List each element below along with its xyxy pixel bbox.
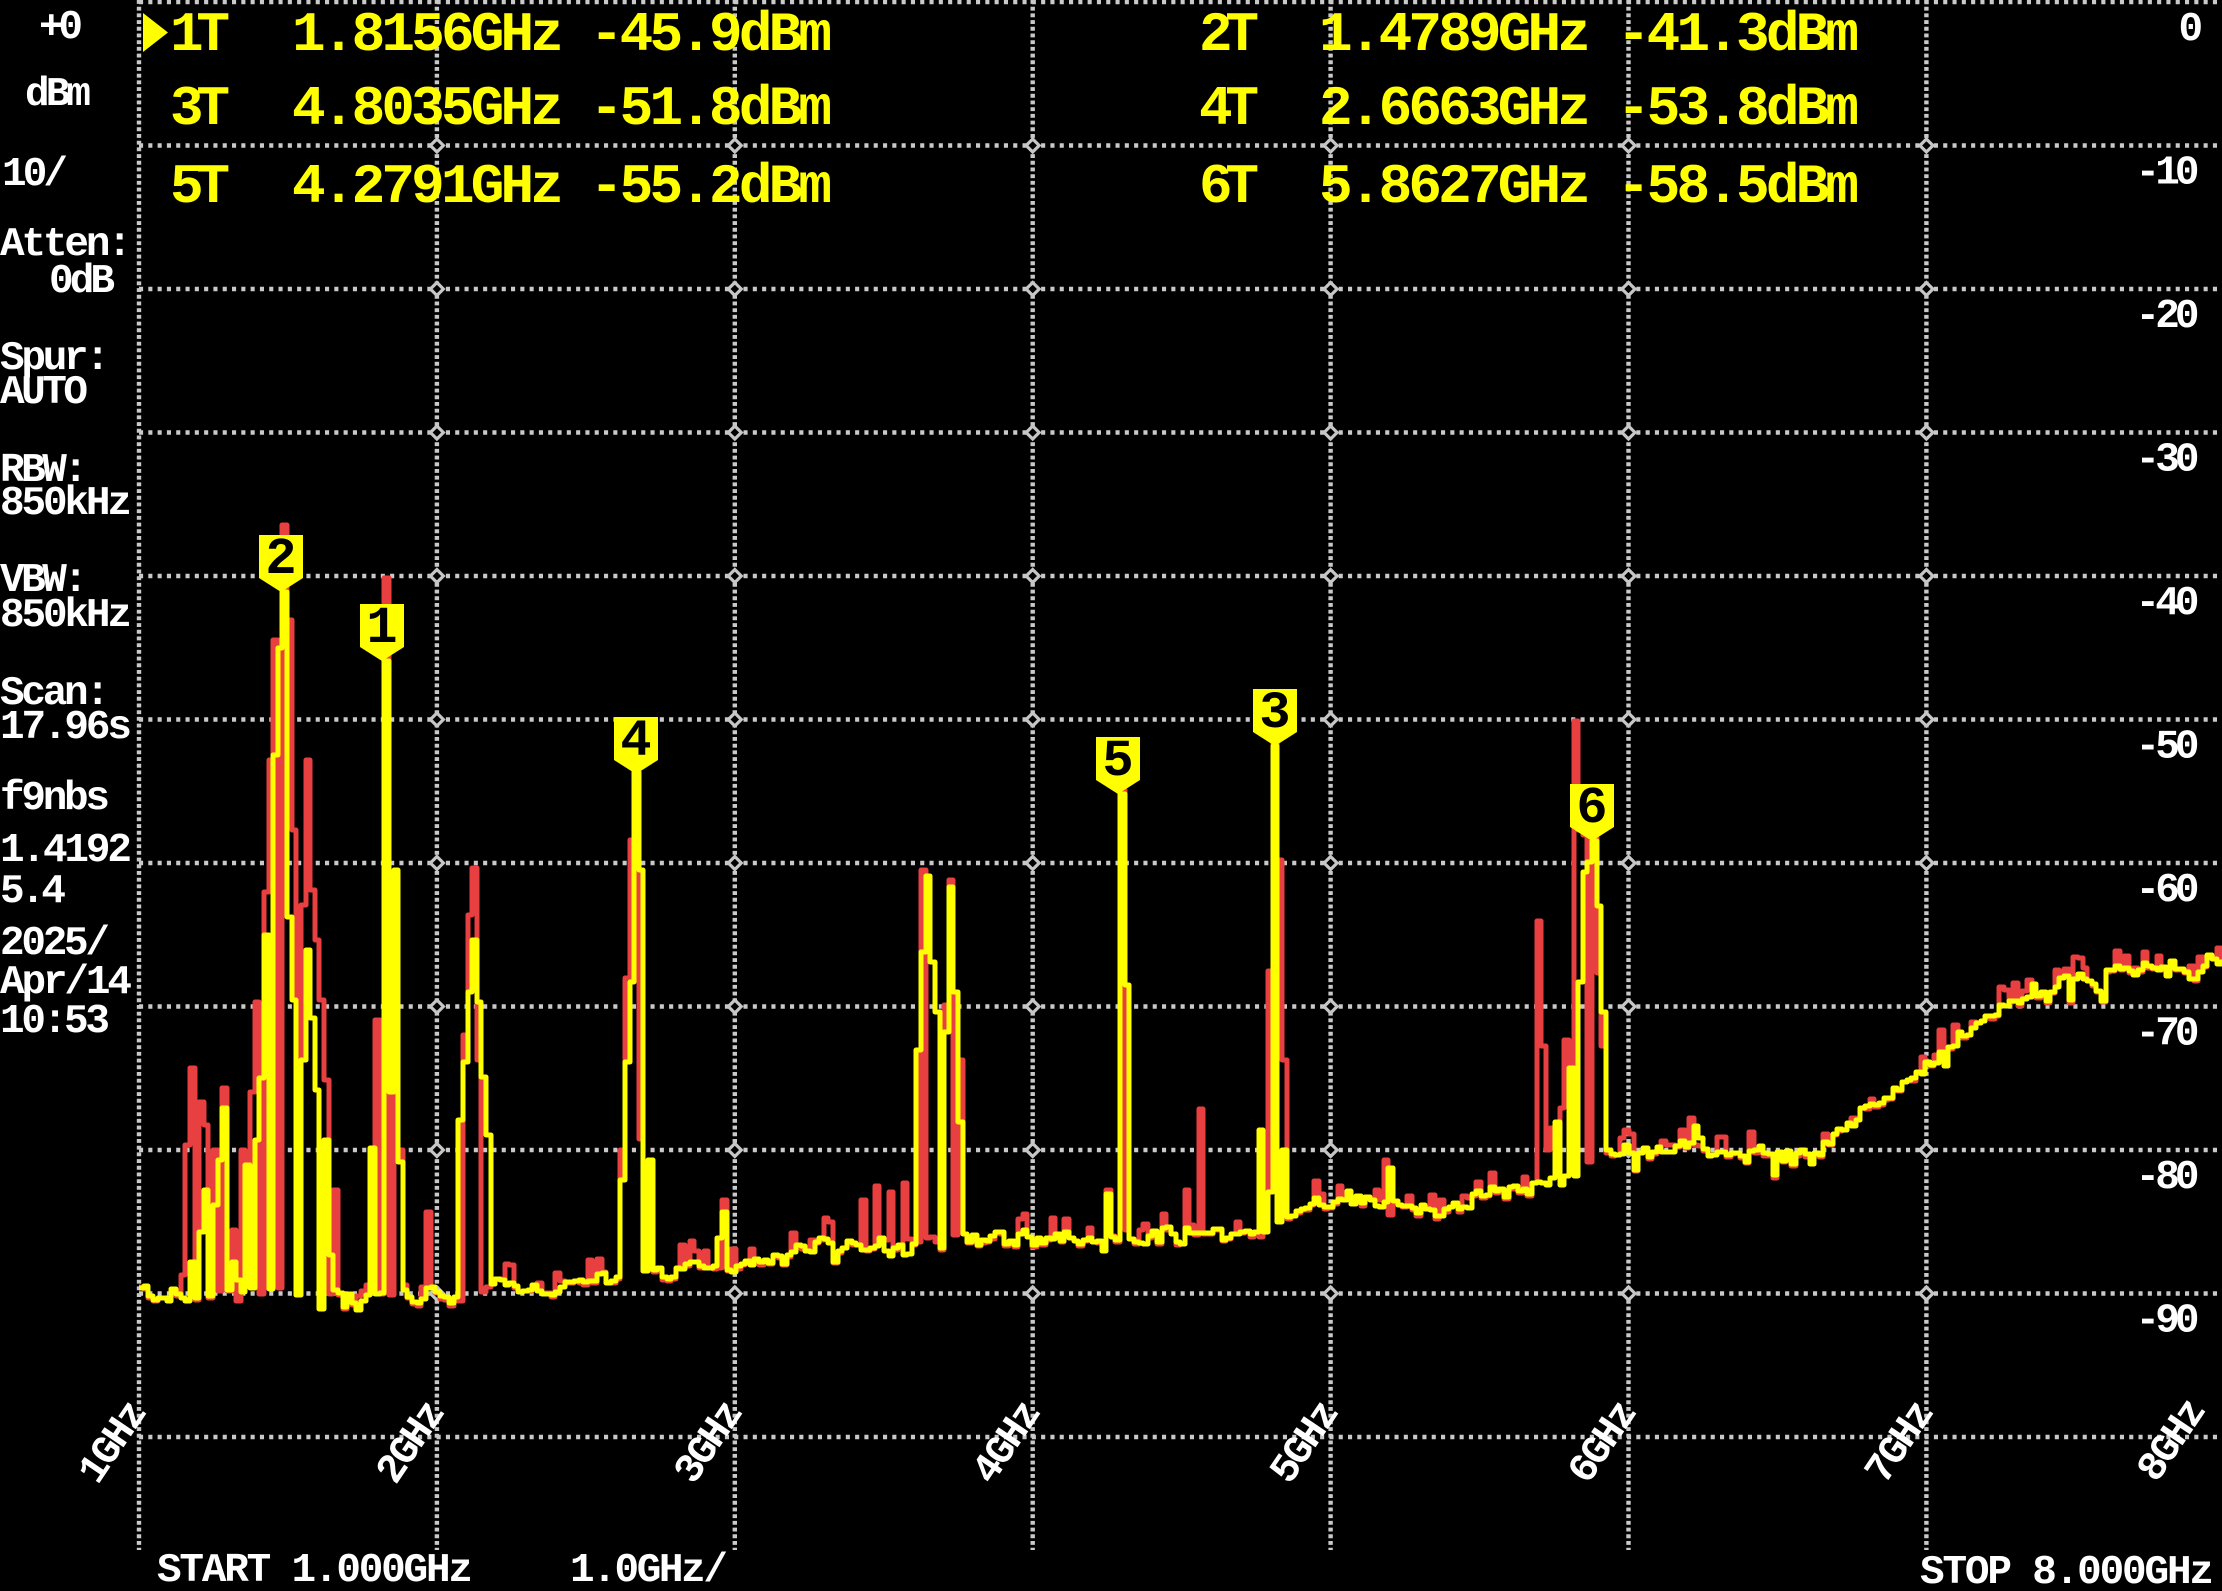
svg-text:1.4789GHz -41.3dBm: 1.4789GHz -41.3dBm: [1319, 3, 1859, 67]
svg-text:-80: -80: [2136, 1155, 2200, 1201]
svg-text:4: 4: [620, 712, 651, 771]
svg-text:5T: 5T: [170, 155, 230, 219]
svg-text:4.8035GHz -51.8dBm: 4.8035GHz -51.8dBm: [292, 77, 832, 141]
svg-text:5: 5: [1102, 732, 1133, 791]
svg-text:1.8156GHz -45.9dBm: 1.8156GHz -45.9dBm: [292, 3, 832, 67]
svg-text:Atten:: Atten:: [0, 222, 132, 268]
svg-text:-60: -60: [2136, 868, 2200, 914]
svg-text:Scan:: Scan:: [0, 671, 110, 717]
svg-text:5.8627GHz -58.5dBm: 5.8627GHz -58.5dBm: [1319, 155, 1859, 219]
svg-text:Spur:: Spur:: [0, 336, 110, 382]
svg-text:f9nbs: f9nbs: [0, 776, 110, 822]
svg-text:0dB: 0dB: [49, 259, 115, 305]
svg-text:5.4: 5.4: [0, 869, 66, 915]
svg-text:-70: -70: [2136, 1012, 2200, 1058]
svg-text:START 1.000GHz: START 1.000GHz: [157, 1548, 473, 1591]
svg-text:2.6663GHz -53.8dBm: 2.6663GHz -53.8dBm: [1319, 77, 1859, 141]
svg-text:-90: -90: [2136, 1299, 2200, 1345]
svg-text:VBW:: VBW:: [0, 558, 88, 604]
svg-text:STOP 8.000GHz: STOP 8.000GHz: [1920, 1550, 2214, 1591]
svg-text:6: 6: [1576, 779, 1607, 838]
svg-text:-10: -10: [2136, 151, 2200, 197]
svg-text:2T: 2T: [1199, 3, 1259, 67]
svg-text:3T: 3T: [170, 77, 230, 141]
svg-text:3: 3: [1259, 684, 1290, 743]
svg-text:6T: 6T: [1199, 155, 1259, 219]
svg-text:4.2791GHz -55.2dBm: 4.2791GHz -55.2dBm: [292, 155, 832, 219]
svg-text:dBm: dBm: [25, 72, 91, 118]
svg-text:-50: -50: [2136, 725, 2200, 771]
svg-text:10:53: 10:53: [0, 999, 110, 1045]
svg-text:2: 2: [265, 530, 296, 589]
svg-text:2025/: 2025/: [0, 921, 110, 967]
svg-text:0: 0: [2179, 7, 2204, 53]
svg-text:850kHz: 850kHz: [0, 593, 132, 639]
svg-text:1T: 1T: [170, 3, 230, 67]
svg-text:-20: -20: [2136, 294, 2200, 340]
svg-text:-40: -40: [2136, 581, 2200, 627]
svg-text:-30: -30: [2136, 438, 2200, 484]
svg-text:+0: +0: [39, 5, 83, 51]
svg-text:10/: 10/: [2, 152, 68, 198]
svg-text:1: 1: [366, 599, 397, 658]
svg-text:1.0GHz/: 1.0GHz/: [570, 1548, 728, 1591]
svg-text:AUTO: AUTO: [0, 370, 88, 416]
svg-text:850kHz: 850kHz: [0, 481, 132, 527]
svg-text:RBW:: RBW:: [0, 448, 88, 494]
svg-text:1.4192: 1.4192: [0, 828, 132, 874]
svg-text:17.96s: 17.96s: [0, 705, 132, 751]
svg-text:4T: 4T: [1199, 77, 1259, 141]
svg-text:Apr/14: Apr/14: [0, 960, 132, 1006]
